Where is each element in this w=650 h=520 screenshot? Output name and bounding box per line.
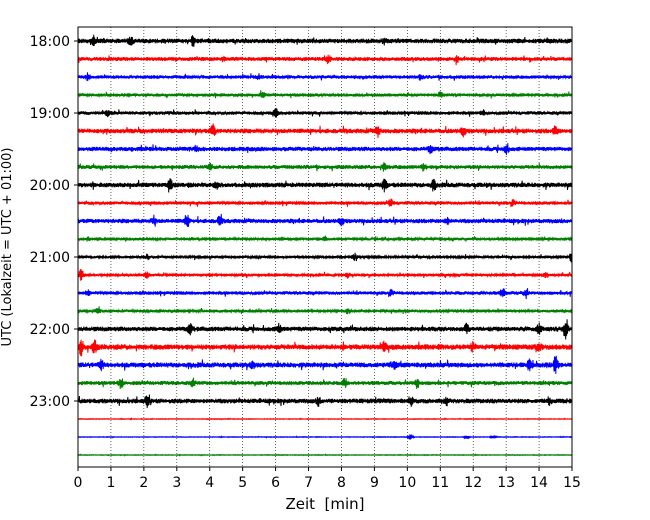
- x-tick-label-2: 2: [139, 475, 148, 491]
- trace-1800: [77, 34, 573, 47]
- x-tick-label-10: 10: [398, 475, 416, 491]
- trace-1845: [77, 90, 573, 99]
- trace-2245: [77, 377, 573, 389]
- trace-2330: [77, 434, 573, 440]
- x-axis-label: Zeit [min]: [285, 495, 364, 513]
- y-tick-label-4: 22:00: [30, 322, 70, 338]
- x-tick-label-3: 3: [172, 475, 181, 491]
- trace-1815: [77, 54, 573, 66]
- trace-1900: [77, 107, 573, 118]
- y-tick-label-5: 23:00: [30, 394, 70, 410]
- x-tick-label-9: 9: [370, 475, 379, 491]
- x-tick-label-13: 13: [497, 475, 515, 491]
- y-tick-label-3: 21:00: [30, 250, 70, 266]
- trace-1915: [77, 123, 573, 138]
- trace-2200: [77, 319, 573, 340]
- x-tick-label-7: 7: [304, 475, 313, 491]
- trace-1930: [77, 143, 573, 156]
- trace-2015: [77, 198, 573, 208]
- trace-2100: [77, 252, 573, 263]
- plot-frame: [77, 26, 573, 468]
- x-tick-label-15: 15: [563, 475, 581, 491]
- x-tick-label-0: 0: [74, 475, 83, 491]
- x-tick-label-1: 1: [106, 475, 115, 491]
- x-tick-label-14: 14: [530, 475, 548, 491]
- x-tick-label-8: 8: [337, 475, 346, 491]
- x-tick-label-12: 12: [464, 475, 482, 491]
- trace-2145: [77, 306, 573, 315]
- y-axis: 18:00 19:00 20:00 21:00 22:00 23:00: [30, 34, 78, 410]
- trace-1945: [77, 162, 573, 172]
- y-tick-label-0: 18:00: [30, 34, 70, 50]
- trace-2115: [77, 269, 573, 281]
- trace-2000: [77, 178, 573, 193]
- trace-2345: [77, 453, 573, 457]
- trace-2230: [77, 355, 573, 374]
- trace-2045: [77, 235, 573, 243]
- x-tick-label-4: 4: [205, 475, 214, 491]
- x-axis: 0 1 2 3 4 5 6 7 8 9 10 11 12 13 14 15: [74, 467, 581, 491]
- trace-2030: [77, 213, 573, 227]
- y-axis-label: UTC (Lokalzeit = UTC + 01:00): [0, 148, 15, 347]
- trace-2315: [77, 417, 573, 421]
- trace-2300: [77, 394, 573, 409]
- trace-2130: [77, 288, 573, 300]
- seismic-traces: [77, 34, 573, 457]
- grid-lines: [110, 27, 540, 467]
- y-tick-label-1: 19:00: [30, 106, 70, 122]
- x-tick-label-5: 5: [238, 475, 247, 491]
- x-tick-label-11: 11: [431, 475, 449, 491]
- y-tick-label-2: 20:00: [30, 178, 70, 194]
- x-tick-label-6: 6: [271, 475, 280, 491]
- trace-1830: [77, 72, 573, 82]
- trace-2215: [77, 339, 573, 357]
